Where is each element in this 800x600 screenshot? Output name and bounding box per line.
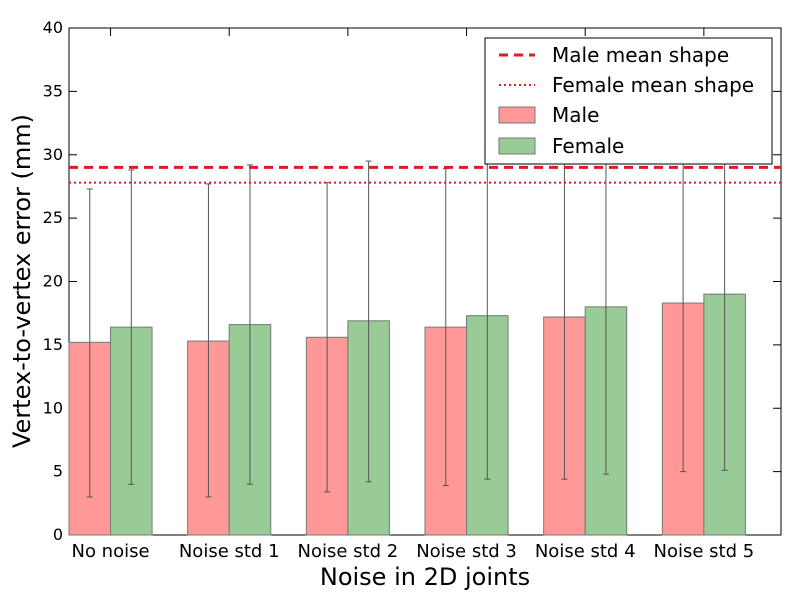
y-tick-label: 20 bbox=[43, 272, 63, 291]
legend-male-swatch bbox=[498, 106, 536, 124]
y-tick-label: 40 bbox=[43, 18, 63, 37]
legend-female-label: Female bbox=[552, 134, 624, 158]
y-tick-label: 10 bbox=[43, 398, 63, 417]
x-tick-label-noise-std-5: Noise std 5 bbox=[654, 541, 755, 562]
y-tick-label: 15 bbox=[43, 335, 63, 354]
legend-female-swatch bbox=[498, 137, 536, 155]
x-tick-label-noise-std-3: Noise std 3 bbox=[416, 541, 517, 562]
legend-male-label: Male bbox=[552, 103, 599, 127]
y-tick-label: 30 bbox=[43, 145, 63, 164]
reference-lines-group bbox=[69, 165, 781, 184]
y-tick-label: 5 bbox=[53, 462, 63, 481]
legend-female-mean-label: Female mean shape bbox=[552, 73, 754, 97]
legend-male-mean-label: Male mean shape bbox=[552, 43, 729, 67]
y-tick-label: 0 bbox=[53, 525, 63, 544]
x-tick-label-noise-std-2: Noise std 2 bbox=[298, 541, 399, 562]
x-axis: No noise Noise std 1 Noise std 2 Noise std … bbox=[71, 28, 754, 562]
y-tick-label: 25 bbox=[43, 208, 63, 227]
legend: Male mean shape Female mean shape Male F… bbox=[484, 37, 773, 165]
y-axis: 0 5 10 15 20 25 30 35 40 bbox=[43, 18, 781, 544]
x-tick-label-noise-std-4: Noise std 4 bbox=[535, 541, 636, 562]
y-tick-label: 35 bbox=[43, 81, 63, 100]
x-tick-label-no-noise: No noise bbox=[71, 541, 149, 562]
x-axis-label: Noise in 2D joints bbox=[320, 563, 530, 591]
x-tick-label-noise-std-1: Noise std 1 bbox=[179, 541, 280, 562]
y-axis-label: Vertex-to-vertex error (mm) bbox=[8, 114, 36, 448]
